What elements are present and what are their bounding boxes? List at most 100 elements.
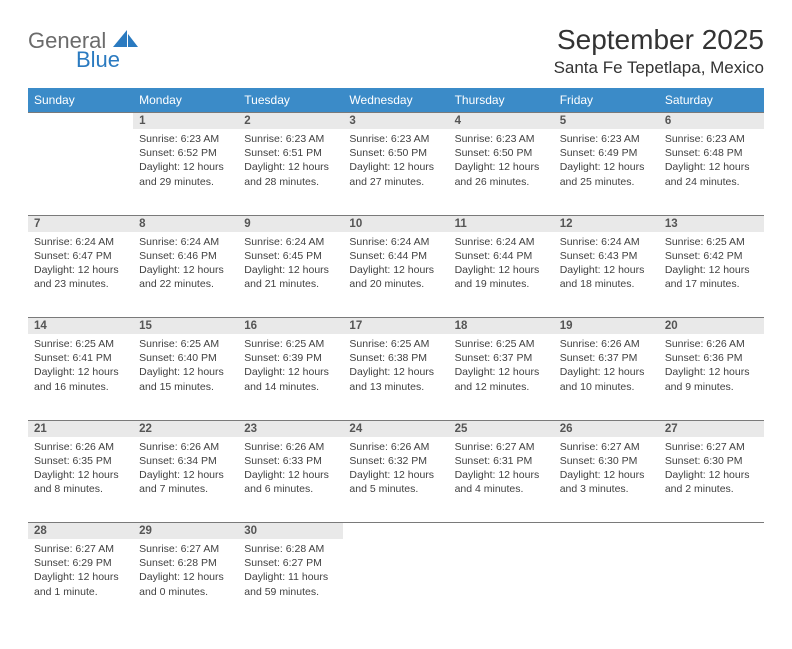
day-number-cell: 28: [28, 523, 133, 540]
day-content-cell: Sunrise: 6:26 AMSunset: 6:35 PMDaylight:…: [28, 437, 133, 523]
day-number-cell: [28, 113, 133, 130]
day-number-cell: 17: [343, 318, 448, 335]
day-content-cell: [343, 539, 448, 625]
sunset-text: Sunset: 6:39 PM: [244, 351, 337, 365]
daylight-text: Daylight: 12 hours and 8 minutes.: [34, 468, 127, 496]
day-content-cell: [449, 539, 554, 625]
day-content-cell: Sunrise: 6:25 AMSunset: 6:42 PMDaylight:…: [659, 232, 764, 318]
sunrise-text: Sunrise: 6:24 AM: [34, 235, 127, 249]
sunrise-text: Sunrise: 6:25 AM: [455, 337, 548, 351]
sunset-text: Sunset: 6:38 PM: [349, 351, 442, 365]
daylight-text: Daylight: 11 hours and 59 minutes.: [244, 570, 337, 598]
day-content-cell: Sunrise: 6:25 AMSunset: 6:38 PMDaylight:…: [343, 334, 448, 420]
sunrise-text: Sunrise: 6:26 AM: [560, 337, 653, 351]
daylight-text: Daylight: 12 hours and 25 minutes.: [560, 160, 653, 188]
day-number-cell: 27: [659, 420, 764, 437]
day-content-cell: Sunrise: 6:27 AMSunset: 6:31 PMDaylight:…: [449, 437, 554, 523]
day-number-cell: 14: [28, 318, 133, 335]
day-content-cell: Sunrise: 6:26 AMSunset: 6:37 PMDaylight:…: [554, 334, 659, 420]
day-number-cell: [449, 523, 554, 540]
day-content-row: Sunrise: 6:24 AMSunset: 6:47 PMDaylight:…: [28, 232, 764, 318]
day-number-cell: 10: [343, 215, 448, 232]
day-number-cell: 8: [133, 215, 238, 232]
sunset-text: Sunset: 6:43 PM: [560, 249, 653, 263]
sunrise-text: Sunrise: 6:24 AM: [349, 235, 442, 249]
sunset-text: Sunset: 6:37 PM: [560, 351, 653, 365]
sunset-text: Sunset: 6:30 PM: [560, 454, 653, 468]
daylight-text: Daylight: 12 hours and 15 minutes.: [139, 365, 232, 393]
daylight-text: Daylight: 12 hours and 29 minutes.: [139, 160, 232, 188]
sunrise-text: Sunrise: 6:24 AM: [244, 235, 337, 249]
day-content-row: Sunrise: 6:25 AMSunset: 6:41 PMDaylight:…: [28, 334, 764, 420]
sunset-text: Sunset: 6:48 PM: [665, 146, 758, 160]
sunset-text: Sunset: 6:33 PM: [244, 454, 337, 468]
sunset-text: Sunset: 6:28 PM: [139, 556, 232, 570]
sunrise-text: Sunrise: 6:26 AM: [34, 440, 127, 454]
sunrise-text: Sunrise: 6:26 AM: [349, 440, 442, 454]
sunrise-text: Sunrise: 6:24 AM: [455, 235, 548, 249]
sunset-text: Sunset: 6:42 PM: [665, 249, 758, 263]
sunrise-text: Sunrise: 6:25 AM: [139, 337, 232, 351]
day-content-cell: Sunrise: 6:26 AMSunset: 6:34 PMDaylight:…: [133, 437, 238, 523]
day-number-cell: 12: [554, 215, 659, 232]
sunset-text: Sunset: 6:31 PM: [455, 454, 548, 468]
daylight-text: Daylight: 12 hours and 16 minutes.: [34, 365, 127, 393]
day-number-cell: 2: [238, 113, 343, 130]
day-number-cell: 13: [659, 215, 764, 232]
weekday-header: Saturday: [659, 88, 764, 113]
day-number-cell: 21: [28, 420, 133, 437]
daylight-text: Daylight: 12 hours and 2 minutes.: [665, 468, 758, 496]
sunrise-text: Sunrise: 6:26 AM: [139, 440, 232, 454]
daylight-text: Daylight: 12 hours and 20 minutes.: [349, 263, 442, 291]
daylight-text: Daylight: 12 hours and 5 minutes.: [349, 468, 442, 496]
sunrise-text: Sunrise: 6:27 AM: [139, 542, 232, 556]
day-number-cell: 30: [238, 523, 343, 540]
daylight-text: Daylight: 12 hours and 19 minutes.: [455, 263, 548, 291]
sunrise-text: Sunrise: 6:24 AM: [139, 235, 232, 249]
sunrise-text: Sunrise: 6:26 AM: [244, 440, 337, 454]
sunrise-text: Sunrise: 6:23 AM: [560, 132, 653, 146]
sunrise-text: Sunrise: 6:27 AM: [665, 440, 758, 454]
weekday-header: Monday: [133, 88, 238, 113]
daylight-text: Daylight: 12 hours and 28 minutes.: [244, 160, 337, 188]
sunrise-text: Sunrise: 6:23 AM: [244, 132, 337, 146]
day-number-cell: 3: [343, 113, 448, 130]
daylight-text: Daylight: 12 hours and 6 minutes.: [244, 468, 337, 496]
day-number-cell: 7: [28, 215, 133, 232]
calendar-table: Sunday Monday Tuesday Wednesday Thursday…: [28, 88, 764, 625]
day-content-cell: Sunrise: 6:23 AMSunset: 6:49 PMDaylight:…: [554, 129, 659, 215]
sunset-text: Sunset: 6:46 PM: [139, 249, 232, 263]
logo: General Blue: [28, 30, 139, 71]
sunset-text: Sunset: 6:51 PM: [244, 146, 337, 160]
daylight-text: Daylight: 12 hours and 7 minutes.: [139, 468, 232, 496]
day-number-cell: [343, 523, 448, 540]
day-number-cell: 23: [238, 420, 343, 437]
location-text: Santa Fe Tepetlapa, Mexico: [554, 58, 764, 78]
sunrise-text: Sunrise: 6:24 AM: [560, 235, 653, 249]
sunset-text: Sunset: 6:41 PM: [34, 351, 127, 365]
sunrise-text: Sunrise: 6:28 AM: [244, 542, 337, 556]
day-content-cell: Sunrise: 6:24 AMSunset: 6:47 PMDaylight:…: [28, 232, 133, 318]
day-content-cell: Sunrise: 6:24 AMSunset: 6:44 PMDaylight:…: [343, 232, 448, 318]
sunset-text: Sunset: 6:29 PM: [34, 556, 127, 570]
weekday-header: Sunday: [28, 88, 133, 113]
daylight-text: Daylight: 12 hours and 1 minute.: [34, 570, 127, 598]
daylight-text: Daylight: 12 hours and 22 minutes.: [139, 263, 232, 291]
daylight-text: Daylight: 12 hours and 12 minutes.: [455, 365, 548, 393]
sunset-text: Sunset: 6:50 PM: [455, 146, 548, 160]
daylight-text: Daylight: 12 hours and 21 minutes.: [244, 263, 337, 291]
sunrise-text: Sunrise: 6:25 AM: [244, 337, 337, 351]
day-content-cell: Sunrise: 6:24 AMSunset: 6:44 PMDaylight:…: [449, 232, 554, 318]
sunrise-text: Sunrise: 6:23 AM: [455, 132, 548, 146]
sunset-text: Sunset: 6:35 PM: [34, 454, 127, 468]
sunset-text: Sunset: 6:45 PM: [244, 249, 337, 263]
day-content-cell: Sunrise: 6:26 AMSunset: 6:32 PMDaylight:…: [343, 437, 448, 523]
day-content-cell: Sunrise: 6:23 AMSunset: 6:52 PMDaylight:…: [133, 129, 238, 215]
daylight-text: Daylight: 12 hours and 23 minutes.: [34, 263, 127, 291]
daylight-text: Daylight: 12 hours and 4 minutes.: [455, 468, 548, 496]
day-number-cell: 1: [133, 113, 238, 130]
day-number-row: 123456: [28, 113, 764, 130]
day-content-cell: Sunrise: 6:27 AMSunset: 6:29 PMDaylight:…: [28, 539, 133, 625]
day-content-cell: Sunrise: 6:25 AMSunset: 6:39 PMDaylight:…: [238, 334, 343, 420]
day-number-cell: 19: [554, 318, 659, 335]
